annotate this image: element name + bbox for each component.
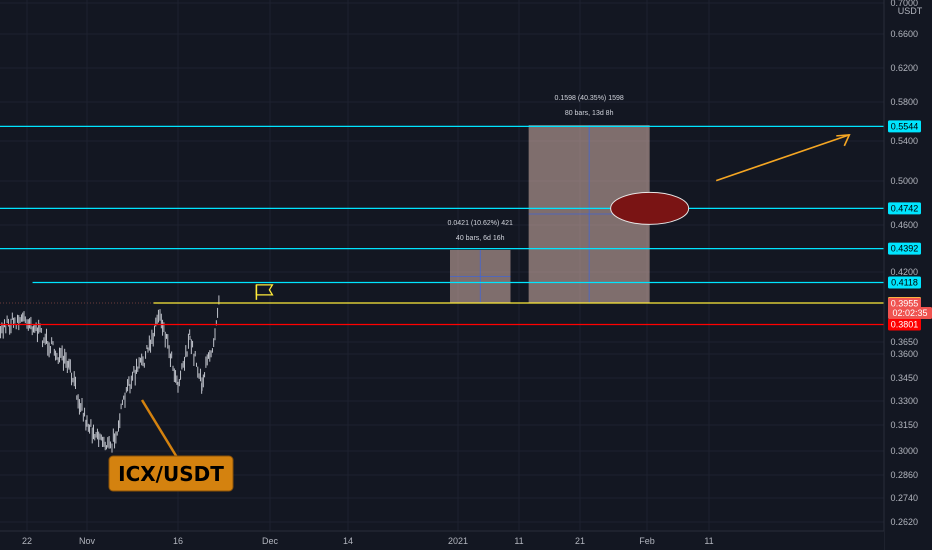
price-badges: 0.55440.47420.43920.41180.39600.38010.39… xyxy=(888,120,932,331)
y-tick-label: 0.2740 xyxy=(890,493,918,503)
price-series xyxy=(0,295,220,453)
trend-arrow-line xyxy=(715,134,850,182)
callout-pointer xyxy=(140,399,180,460)
price-badge-label: 0.4392 xyxy=(891,244,919,254)
y-tick-label: 0.5800 xyxy=(890,97,918,107)
trend-arrow-head xyxy=(836,133,851,147)
y-tick-label: 0.3150 xyxy=(890,420,918,430)
y-tick-label: 0.3650 xyxy=(890,337,918,347)
x-tick-label: 22 xyxy=(22,536,32,546)
measurement-label-duration: 40 bars, 6d 16h xyxy=(456,235,505,242)
price-badge xyxy=(888,120,921,133)
price-badge-label: 0.3801 xyxy=(891,320,919,330)
x-tick-label: 21 xyxy=(575,536,585,546)
y-tick-label: 0.5000 xyxy=(890,176,918,186)
price-badge xyxy=(888,297,921,310)
y-tick-label: 0.5400 xyxy=(890,136,918,146)
x-tick-label: 16 xyxy=(173,536,183,546)
price-badge xyxy=(888,276,921,289)
measurement-label-change: 0.0421 (10.62%) 421 xyxy=(448,220,513,227)
price-badge xyxy=(888,202,921,215)
price-badge-label: 0.4118 xyxy=(891,277,918,287)
symbol-label: ICX/USDT xyxy=(118,462,224,486)
price-axis-panel[interactable] xyxy=(884,0,932,550)
measurement-label-duration: 80 bars, 13d 8h xyxy=(565,110,614,117)
x-tick-label: Feb xyxy=(639,536,655,546)
y-tick-label: 0.3000 xyxy=(890,446,918,456)
price-badge xyxy=(888,318,921,331)
flag-icon xyxy=(255,284,274,296)
price-badge-label: 02:02:35 xyxy=(892,308,927,318)
y-tick-label: 0.2860 xyxy=(890,470,918,480)
symbol-callout: ICX/USDT xyxy=(108,399,234,492)
symbol-callout-box xyxy=(108,455,234,492)
x-tick-label: 2021 xyxy=(448,536,468,546)
y-tick-label: 0.6200 xyxy=(890,63,918,73)
y-tick-label: 0.7000 xyxy=(890,0,918,8)
drawings-layer[interactable]: 0.0421 (10.62%) 421 40 bars, 6d 16h 0.1598… xyxy=(0,95,884,326)
x-tick-label: Dec xyxy=(262,536,279,546)
x-tick-label: 11 xyxy=(514,536,523,546)
currency-label: USDT xyxy=(898,6,923,16)
y-tick-label: 0.6600 xyxy=(890,29,918,39)
y-tick-label: 0.3300 xyxy=(890,396,918,406)
x-tick-label: 14 xyxy=(343,536,353,546)
y-tick-label: 0.4600 xyxy=(890,220,918,230)
price-badge-label: 0.5544 xyxy=(891,121,919,131)
price-badge xyxy=(888,307,932,320)
y-tick-label: 0.4200 xyxy=(890,267,918,277)
x-tick-label: 11 xyxy=(704,536,713,546)
price-badge-label: 0.4742 xyxy=(891,203,919,213)
price-badge-label: 0.3955 xyxy=(891,299,919,309)
y-tick-label: 0.2620 xyxy=(890,517,918,527)
measurement-label-change: 0.1598 (40.35%) 1598 xyxy=(555,95,624,102)
chart-grid xyxy=(0,0,884,531)
x-tick-label: Nov xyxy=(79,536,96,546)
target-zone-ellipse xyxy=(610,191,690,225)
y-tick-label: 0.3600 xyxy=(890,349,918,359)
price-badge xyxy=(888,242,921,255)
time-axis-panel[interactable] xyxy=(0,531,884,550)
y-tick-label: 0.3450 xyxy=(890,373,918,383)
